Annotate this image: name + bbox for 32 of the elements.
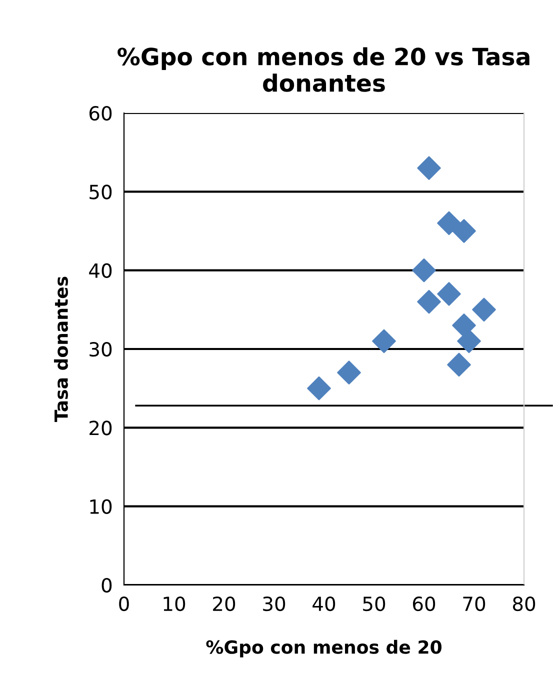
y-tick-label: 0	[102, 578, 112, 593]
point	[437, 282, 461, 306]
chart-title: %Gpo con menos de 20 vs Tasa donantes	[118, 47, 530, 92]
y-axis-title: Tasa donantes	[54, 276, 68, 422]
point	[337, 360, 361, 384]
x-tick-label: 80	[512, 596, 536, 612]
point	[417, 290, 441, 314]
x-tick-label: 30	[263, 596, 286, 612]
point	[472, 298, 496, 322]
x-tick-label: 40	[312, 596, 336, 612]
x-tick-label: 0	[119, 596, 129, 612]
y-tick-label: 50	[90, 184, 112, 200]
point	[447, 352, 471, 377]
y-tick-label: 60	[90, 106, 112, 121]
point	[412, 258, 436, 282]
y-tick-label: 40	[89, 263, 112, 278]
y-tick-label: 30	[90, 342, 112, 357]
x-tick-label: 70	[463, 596, 486, 612]
y-tick-label: 20	[90, 420, 112, 436]
point	[307, 376, 331, 400]
x-tick-label: 20	[213, 596, 236, 612]
point	[372, 329, 396, 354]
point	[452, 219, 476, 243]
y-tick-label: 10	[90, 499, 112, 514]
point	[437, 211, 461, 236]
x-tick-label: 60	[412, 596, 436, 612]
point	[452, 314, 476, 338]
x-tick-label: 50	[363, 596, 386, 612]
x-axis-title: %Gpo con menos de 20	[206, 640, 442, 658]
point	[457, 329, 481, 354]
point	[417, 156, 441, 180]
x-tick-label: 10	[164, 596, 186, 612]
